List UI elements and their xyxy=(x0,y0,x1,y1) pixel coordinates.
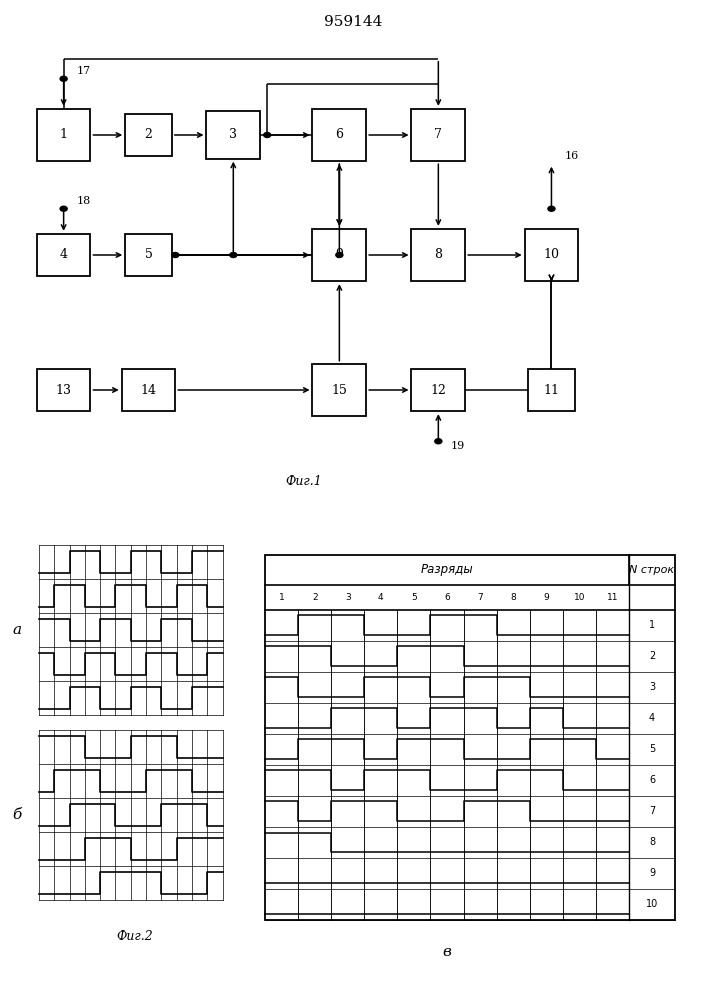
Bar xyxy=(528,369,575,411)
Circle shape xyxy=(435,439,442,444)
Text: Фиг.2: Фиг.2 xyxy=(116,930,153,943)
Text: 2: 2 xyxy=(312,593,317,602)
Bar xyxy=(411,109,465,161)
Text: Разряды: Разряды xyxy=(421,563,473,576)
Text: 15: 15 xyxy=(332,383,347,396)
Text: 9: 9 xyxy=(335,248,344,261)
Text: 4: 4 xyxy=(649,713,655,723)
Circle shape xyxy=(264,132,271,137)
Bar xyxy=(37,109,90,161)
Text: 3: 3 xyxy=(345,593,351,602)
Bar xyxy=(37,234,90,276)
Circle shape xyxy=(60,206,67,211)
Bar xyxy=(125,114,172,156)
Text: 5: 5 xyxy=(649,744,655,754)
Circle shape xyxy=(336,252,343,257)
Text: 13: 13 xyxy=(56,383,71,396)
Text: 18: 18 xyxy=(76,196,90,206)
Text: 5: 5 xyxy=(144,248,153,261)
Circle shape xyxy=(60,76,67,81)
Text: а: а xyxy=(12,623,21,637)
Text: 3: 3 xyxy=(649,682,655,692)
Text: 8: 8 xyxy=(434,248,443,261)
Text: 11: 11 xyxy=(544,383,559,396)
Text: 3: 3 xyxy=(229,128,238,141)
Bar xyxy=(122,369,175,411)
Text: 1: 1 xyxy=(59,128,68,141)
Circle shape xyxy=(230,252,237,257)
Text: 10: 10 xyxy=(573,593,585,602)
Text: 7: 7 xyxy=(649,806,655,816)
Text: 4: 4 xyxy=(378,593,384,602)
Bar xyxy=(312,229,366,281)
Bar xyxy=(525,229,578,281)
Text: 12: 12 xyxy=(431,383,446,396)
Text: 11: 11 xyxy=(607,593,618,602)
Bar xyxy=(411,229,465,281)
Text: 959144: 959144 xyxy=(325,15,382,29)
Text: 14: 14 xyxy=(141,383,156,396)
Text: 9: 9 xyxy=(649,868,655,878)
Text: 6: 6 xyxy=(444,593,450,602)
Text: 16: 16 xyxy=(564,151,578,161)
Text: 8: 8 xyxy=(649,837,655,847)
Bar xyxy=(411,369,465,411)
Text: 1: 1 xyxy=(649,620,655,630)
Text: 19: 19 xyxy=(451,441,465,451)
Text: б: б xyxy=(12,808,21,822)
Text: 5: 5 xyxy=(411,593,417,602)
Bar xyxy=(125,234,172,276)
Bar xyxy=(37,369,90,411)
Text: 1: 1 xyxy=(279,593,284,602)
Text: 7: 7 xyxy=(477,593,483,602)
Text: в: в xyxy=(443,945,452,959)
Circle shape xyxy=(548,206,555,211)
Text: 2: 2 xyxy=(144,128,153,141)
Text: 8: 8 xyxy=(510,593,516,602)
Text: 6: 6 xyxy=(335,128,344,141)
Text: 10: 10 xyxy=(544,248,559,261)
Circle shape xyxy=(172,252,179,257)
Text: 7: 7 xyxy=(434,128,443,141)
Bar xyxy=(312,109,366,161)
Text: 10: 10 xyxy=(646,899,658,909)
Text: 6: 6 xyxy=(649,775,655,785)
Text: N строк: N строк xyxy=(629,565,674,575)
Text: 9: 9 xyxy=(544,593,549,602)
Bar xyxy=(312,364,366,416)
Text: Фиг.1: Фиг.1 xyxy=(286,475,322,488)
Text: 4: 4 xyxy=(59,248,68,261)
Bar xyxy=(265,555,675,920)
Text: 2: 2 xyxy=(649,651,655,661)
Bar xyxy=(206,111,260,159)
Text: 17: 17 xyxy=(76,66,90,76)
